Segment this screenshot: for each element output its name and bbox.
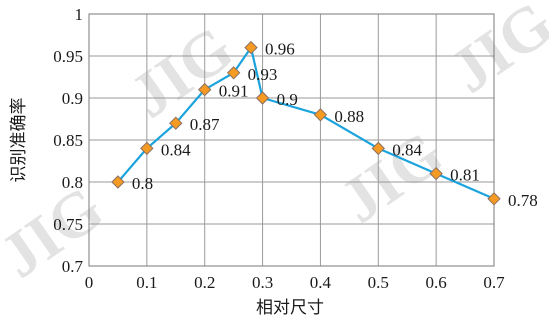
data-point-label: 0.93 [248, 65, 278, 84]
data-point-label: 0.88 [334, 107, 364, 126]
watermark-text: JIG [437, 0, 549, 106]
data-point-marker [487, 192, 501, 206]
y-tick-label: 0.7 [62, 257, 84, 276]
data-point-marker [169, 116, 183, 130]
data-point-label: 0.96 [265, 40, 295, 59]
data-point-label: 0.84 [161, 140, 191, 159]
data-point-marker [255, 91, 270, 105]
y-tick-label: 0.95 [53, 47, 83, 66]
x-axis-title: 相对尺寸 [256, 298, 324, 318]
x-axis-ticks: 0 0.1 0.2 0.3 0.4 0.5 0.6 0.7 [85, 273, 505, 292]
data-point-label: 0.81 [450, 166, 480, 185]
data-point-marker [198, 82, 212, 97]
watermark-text: JIG [117, 12, 245, 131]
x-tick-label: 0.3 [252, 273, 273, 292]
y-tick-label: 0.85 [53, 131, 83, 150]
y-tick-label: 1 [75, 5, 84, 24]
x-tick-label: 0.6 [426, 273, 447, 292]
data-point-marker [429, 166, 443, 181]
x-tick-label: 0.4 [310, 273, 332, 292]
data-point-label: 0.78 [508, 191, 538, 210]
x-tick-label: 0.5 [368, 273, 389, 292]
data-point-marker [313, 108, 328, 122]
y-tick-label: 0.75 [53, 215, 83, 234]
x-tick-label: 0.7 [483, 273, 505, 292]
data-point-marker [140, 141, 154, 156]
x-tick-label: 0 [85, 273, 94, 292]
y-axis-ticks: 0.7 0.75 0.8 0.85 0.9 0.95 1 [53, 5, 83, 276]
x-tick-label: 0.1 [136, 273, 157, 292]
y-tick-label: 0.9 [62, 89, 83, 108]
data-point-label: 0.84 [392, 140, 422, 159]
data-point-marker [111, 175, 125, 189]
data-point-label: 0.87 [190, 115, 220, 134]
data-point-marker [371, 141, 385, 156]
data-point-marker [244, 40, 258, 55]
y-axis-title: 识别准确率 [9, 98, 29, 183]
series-layer: 0.8 0.84 0.87 0.910.93 0.96 0.9 0.88 0.84 0.81 0.… [111, 40, 538, 210]
data-point-label: 0.8 [132, 174, 153, 193]
x-tick-label: 0.2 [194, 273, 215, 292]
data-point-label: 0.9 [277, 90, 298, 109]
data-point-label: 0.91 [219, 82, 249, 101]
plot-area-frame [88, 13, 495, 267]
y-tick-label: 0.8 [62, 173, 83, 192]
data-point-marker [226, 66, 241, 80]
